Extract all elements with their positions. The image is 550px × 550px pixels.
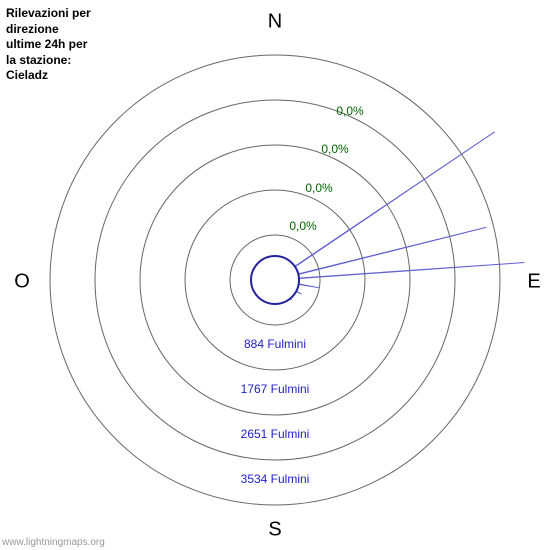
direction-wedge (282, 227, 487, 278)
percent-label: 0,0% (336, 104, 364, 118)
fulmini-label: 2651 Fulmini (241, 427, 310, 441)
percent-label: 0,0% (305, 181, 333, 195)
direction-wedge (281, 132, 495, 276)
chart-container: Rilevazioni per direzione ultime 24h per… (0, 0, 550, 550)
chart-title: Rilevazioni per direzione ultime 24h per… (6, 6, 91, 84)
cardinal-label: S (268, 518, 281, 540)
center-hole (251, 256, 299, 304)
percent-label: 0,0% (289, 219, 317, 233)
fulmini-label: 1767 Fulmini (241, 382, 310, 396)
footer-credit: www.lightningmaps.org (2, 537, 105, 548)
cardinal-label: N (268, 10, 282, 32)
percent-label: 0,0% (321, 142, 349, 156)
cardinal-label: E (527, 270, 540, 292)
direction-wedge (282, 263, 524, 280)
fulmini-label: 3534 Fulmini (241, 472, 310, 486)
fulmini-label: 884 Fulmini (244, 337, 306, 351)
cardinal-label: O (14, 270, 30, 292)
